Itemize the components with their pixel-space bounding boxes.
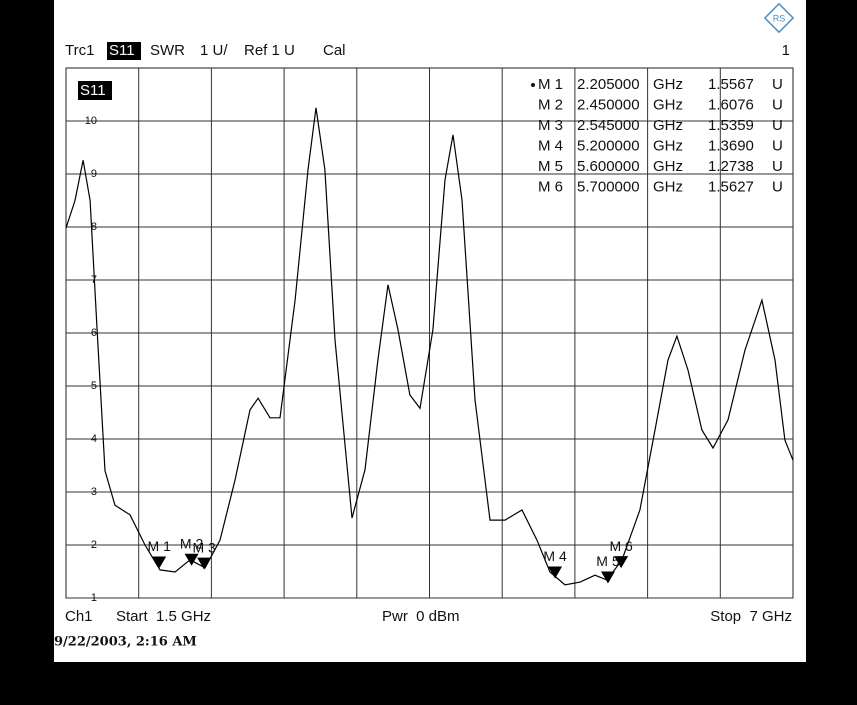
marker-triangle (184, 553, 199, 566)
y-tick-label: 9 (91, 168, 97, 180)
marker-name: M 2 (538, 96, 563, 113)
marker-value: 1.2738 (708, 158, 754, 175)
marker-freq-unit: GHz (653, 158, 683, 175)
marker-triangle (197, 557, 212, 570)
trace-line (65, 107, 794, 586)
y-tick-label: 2 (91, 539, 97, 551)
marker-table: M 1 2.205000 GHz 1.5567 U M 2 2.450000 GHz 1.607… (531, 76, 783, 195)
marker-value: 1.3690 (708, 137, 754, 154)
marker-label: M 2 (180, 536, 204, 552)
marker-name: M 5 (538, 158, 563, 175)
marker-freq: 5.600000 (577, 158, 640, 175)
marker-name: M 6 (538, 178, 563, 195)
marker-label: M 4 (543, 548, 567, 564)
footer-channel: Ch1 (65, 608, 93, 625)
y-tick-label: 10 (85, 115, 97, 127)
marker-value: 1.6076 (708, 96, 754, 113)
marker-triangle (152, 556, 167, 569)
marker-name: M 3 (538, 117, 563, 134)
marker-value: 1.5627 (708, 178, 754, 195)
marker-label: M 5 (596, 553, 620, 569)
marker-value-unit: U (772, 178, 783, 195)
marker-value-unit: U (772, 158, 783, 175)
y-tick-label: 5 (91, 380, 97, 392)
footer-power: Pwr 0 dBm (382, 608, 460, 625)
scale-label: 1 U/ (200, 42, 228, 59)
footer-stop: Stop 7 GHz (710, 608, 792, 625)
logo: RS (763, 2, 795, 34)
marker-label: M 1 (148, 538, 172, 554)
marker-freq: 2.545000 (577, 117, 640, 134)
marker-value: 1.5567 (708, 76, 754, 93)
marker-freq-unit: GHz (653, 117, 683, 134)
marker-freq-unit: GHz (653, 96, 683, 113)
marker-value-unit: U (772, 76, 783, 93)
param-box (107, 42, 141, 60)
marker-freq: 5.200000 (577, 137, 640, 154)
marker-freq: 2.205000 (577, 76, 640, 93)
marker-value-unit: U (772, 117, 783, 134)
marker-freq-unit: GHz (653, 137, 683, 154)
marker-triangle (548, 566, 563, 579)
marker-name: M 1 (538, 76, 563, 93)
marker-value: 1.5359 (708, 117, 754, 134)
marker-freq-unit: GHz (653, 178, 683, 195)
footer-start: Start 1.5 GHz (116, 608, 211, 625)
marker-freq: 2.450000 (577, 96, 640, 113)
marker-freq-unit: GHz (653, 76, 683, 93)
marker-triangle (600, 571, 615, 584)
svg-text:RS: RS (773, 13, 786, 23)
marker-freq: 5.700000 (577, 178, 640, 195)
y-tick-label: 1 (91, 592, 97, 604)
series-label: S11 (80, 82, 106, 99)
marker-label: M 6 (609, 538, 633, 554)
y-tick-label: 4 (91, 433, 97, 445)
y-tick-label: 8 (91, 221, 97, 233)
cal-label: Cal (323, 42, 346, 59)
channel-number: 1 (782, 42, 790, 59)
format-label: SWR (150, 42, 185, 59)
marker-triangle (614, 556, 629, 569)
series-box (78, 81, 112, 100)
y-tick-label: 6 (91, 327, 97, 339)
trace-label: Trc1 (65, 42, 94, 59)
marker-value-unit: U (772, 96, 783, 113)
timestamp: 9/22/2003, 2:16 AM (54, 635, 197, 650)
marker-name: M 4 (538, 137, 563, 154)
active-marker-dot (531, 83, 535, 87)
marker-value-unit: U (772, 137, 783, 154)
param-label: S11 (109, 42, 135, 59)
marker-label: M 3 (192, 539, 216, 555)
y-tick-label: 3 (91, 486, 97, 498)
ref-label: Ref 1 U (244, 42, 295, 59)
